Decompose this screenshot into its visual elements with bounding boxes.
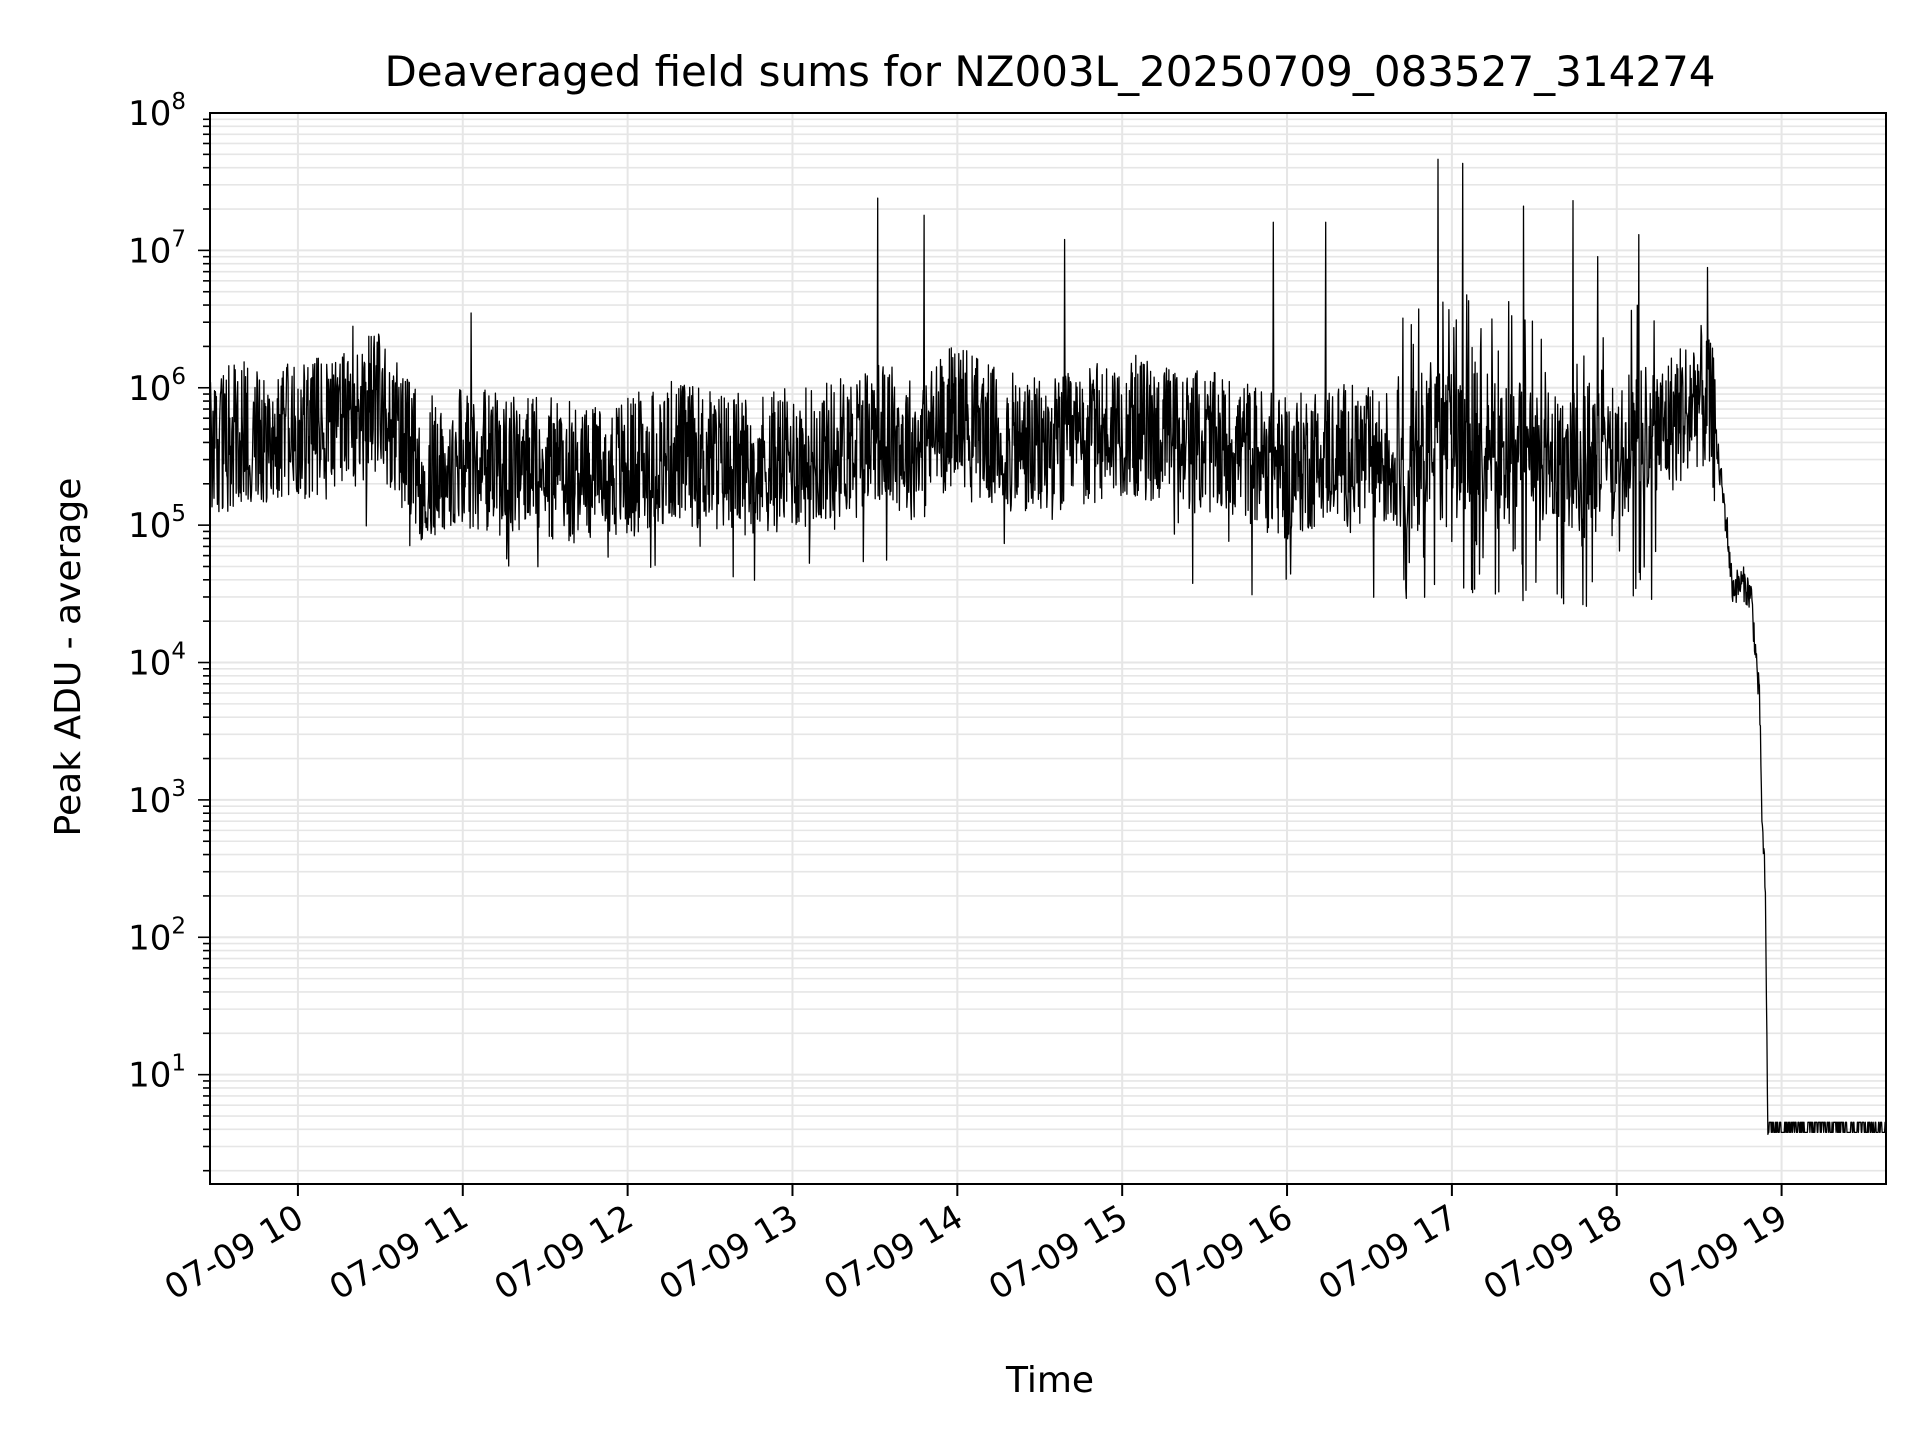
x-tick-label: 07-09 18 (1477, 1197, 1629, 1308)
y-tick-label: 105 (128, 501, 186, 546)
plot-frame (209, 112, 1887, 1185)
y-tick-label: 107 (128, 226, 186, 271)
x-tick-label: 07-09 12 (488, 1197, 640, 1308)
y-tick-label: 101 (128, 1051, 186, 1096)
y-tick-label: 103 (128, 776, 186, 821)
chart-title: Deaveraged field sums for NZ003L_2025070… (384, 47, 1715, 96)
y-tick-label: 106 (128, 364, 186, 409)
x-tick-label: 07-09 19 (1642, 1197, 1794, 1308)
x-tick-label: 07-09 11 (323, 1197, 475, 1308)
grid-lines (210, 113, 1886, 1184)
y-tick-label: 102 (128, 913, 186, 958)
x-tick-label: 07-09 14 (817, 1197, 969, 1308)
series-layer (209, 158, 1887, 1136)
x-tick-label: 07-09 16 (1147, 1197, 1299, 1308)
x-tick-label: 07-09 17 (1312, 1197, 1464, 1308)
y-tick-label: 108 (128, 89, 186, 134)
series-line (209, 158, 1887, 1136)
x-tick-label: 07-09 10 (158, 1197, 310, 1308)
y-axis-label: Peak ADU - average (48, 478, 89, 837)
x-tick-label: 07-09 13 (653, 1197, 805, 1308)
x-axis-label: Time (1005, 1360, 1094, 1401)
y-tick-label: 104 (128, 639, 186, 684)
x-tick-label: 07-09 15 (982, 1197, 1134, 1308)
